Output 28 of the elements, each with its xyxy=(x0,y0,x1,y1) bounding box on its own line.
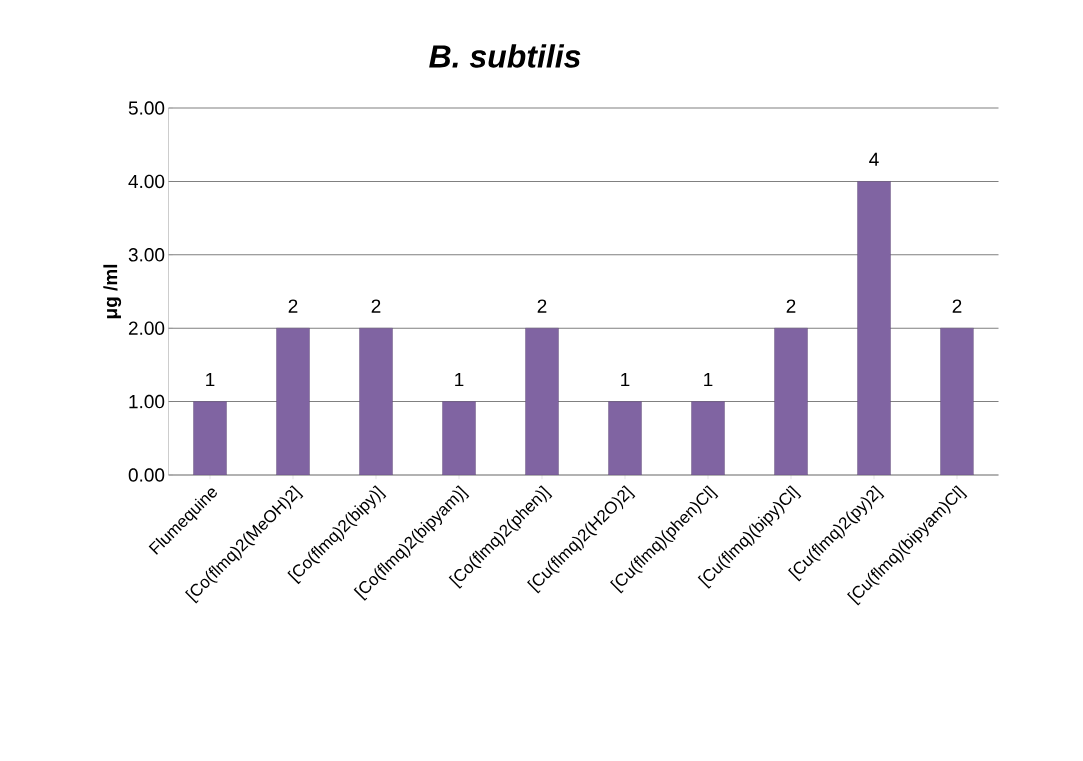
y-tick-label: 3.00 xyxy=(128,248,165,262)
data-label: 1 xyxy=(621,373,630,387)
bar xyxy=(525,328,559,475)
data-label: 4 xyxy=(869,152,879,166)
bar xyxy=(857,181,891,475)
bar xyxy=(608,401,642,475)
bar xyxy=(276,328,310,475)
bar xyxy=(442,401,476,475)
y-tick-label: 5.00 xyxy=(128,101,165,115)
y-tick-label: 2.00 xyxy=(128,321,165,335)
data-label: 2 xyxy=(952,299,962,313)
data-label: 1 xyxy=(455,373,464,387)
bar xyxy=(691,401,725,475)
data-label: 2 xyxy=(288,299,298,313)
bar xyxy=(359,328,393,475)
y-tick-label: 4.00 xyxy=(128,174,165,189)
data-label: 2 xyxy=(537,299,547,313)
data-label: 2 xyxy=(371,299,381,313)
bar xyxy=(940,328,974,475)
y-tick-label: 0.00 xyxy=(128,468,165,482)
data-label: 2 xyxy=(786,299,796,313)
chart-title: B. subtilis xyxy=(429,44,581,68)
bar xyxy=(774,328,808,475)
y-axis-title: μg /ml xyxy=(103,264,122,319)
data-label: 1 xyxy=(704,373,713,387)
y-tick-label: 1.00 xyxy=(129,394,165,409)
data-label: 1 xyxy=(206,373,215,387)
bar xyxy=(193,401,227,475)
